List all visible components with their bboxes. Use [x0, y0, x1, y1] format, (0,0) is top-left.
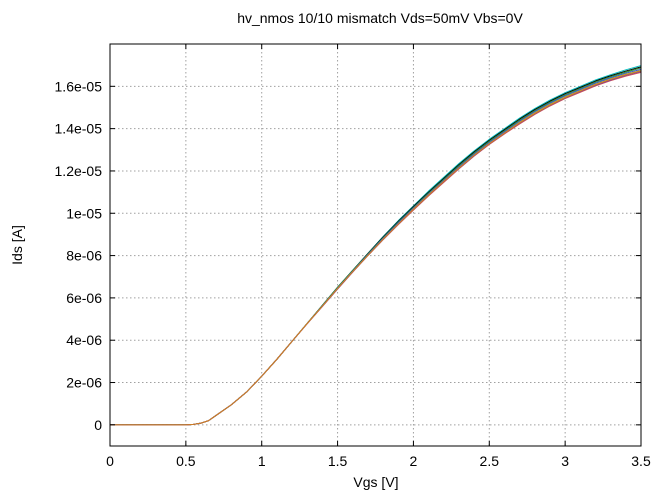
x-axis-label: Vgs [V] [353, 474, 398, 490]
y-tick-label: 8e-06 [66, 248, 102, 264]
y-tick-label: 1e-05 [66, 205, 102, 221]
x-tick-label: 3 [561, 453, 569, 469]
y-tick-label: 1.4e-05 [55, 121, 103, 137]
y-tick-label: 0 [94, 417, 102, 433]
y-tick-label: 4e-06 [66, 332, 102, 348]
x-tick-label: 1 [258, 453, 266, 469]
x-tick-label: 1.5 [328, 453, 348, 469]
x-tick-label: 0 [106, 453, 114, 469]
x-tick-label: 3.5 [631, 453, 651, 469]
y-axis-label: Ids [A] [9, 225, 25, 265]
x-tick-label: 2 [410, 453, 418, 469]
series-line [109, 71, 642, 426]
y-tick-label: 2e-06 [66, 375, 102, 391]
axis-ticks: 0 0.5 1 1.5 2 2.5 3 3.5 0 2e-06 4e-06 6e-06 8e-06 1e-… [55, 44, 651, 469]
plot-frame [109, 43, 642, 447]
y-tick-label: 6e-06 [66, 290, 102, 306]
series-line [109, 71, 642, 426]
y-tick-label: 1.2e-05 [55, 163, 103, 179]
grid [110, 44, 641, 446]
x-tick-label: 0.5 [176, 453, 196, 469]
series-group [109, 65, 642, 426]
x-tick-label: 2.5 [480, 453, 500, 469]
y-tick-label: 1.6e-05 [55, 78, 103, 94]
series-line [109, 70, 642, 426]
chart-title: hv_nmos 10/10 mismatch Vds=50mV Vbs=0V [237, 10, 523, 26]
